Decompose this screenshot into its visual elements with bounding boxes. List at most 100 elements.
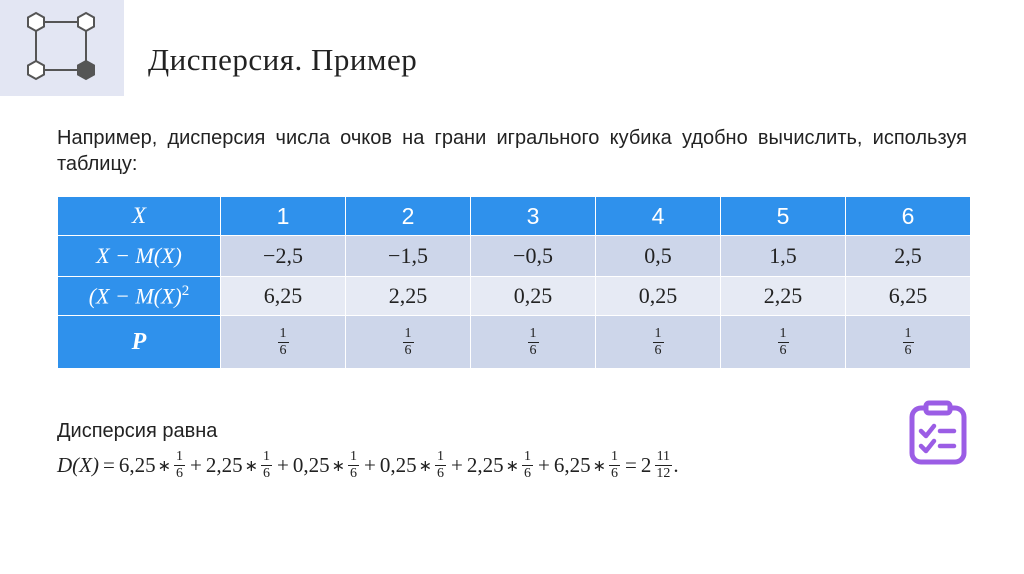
- formula-multiply: ∗: [331, 457, 345, 475]
- formula-term: 2,25: [205, 453, 243, 477]
- fraction-denominator: 6: [654, 342, 662, 358]
- header-cell: 3: [470, 196, 596, 236]
- fraction-denominator: 6: [279, 342, 287, 358]
- hexagon-network-logo-icon: [27, 11, 95, 81]
- formula-multiply: ∗: [505, 457, 519, 475]
- formula-plus: +: [450, 453, 463, 477]
- header-label-x: X: [57, 196, 221, 236]
- formula-plus: +: [189, 453, 202, 477]
- table-cell: 1,5: [720, 235, 846, 277]
- row-label-deviation: X − M(X): [57, 235, 221, 277]
- fraction-denominator: 6: [779, 342, 787, 358]
- formula-multiply: ∗: [157, 457, 171, 475]
- table-cell: 2,5: [845, 235, 971, 277]
- formula-term: 0,25: [379, 453, 417, 477]
- header-cell: 4: [595, 196, 721, 236]
- fraction-denominator: 6: [349, 466, 357, 481]
- fraction-numerator: 1: [277, 325, 289, 343]
- header-cell: 6: [845, 196, 971, 236]
- table-cell: 0,5: [595, 235, 721, 277]
- header-cell: 1: [220, 196, 346, 236]
- fraction-numerator: 1: [521, 449, 533, 466]
- intro-text: Например, дисперсия числа очков на грани…: [57, 127, 967, 175]
- formula-multiply: ∗: [418, 457, 432, 475]
- fraction-denominator: 6: [436, 466, 444, 481]
- formula-equals: =: [624, 453, 637, 477]
- table-cell: 0,25: [595, 276, 721, 316]
- values-table: X 1 2 3 4 5 6 X − M(X) −2,5 −1,5 −0,5 0,…: [57, 196, 971, 369]
- fraction-denominator: 6: [175, 466, 183, 481]
- formula-plus: +: [537, 453, 550, 477]
- row-label-squared-base: (X − M(X): [88, 283, 182, 309]
- table-cell: 2,25: [720, 276, 846, 316]
- table-row-deviation: X − M(X) −2,5 −1,5 −0,5 0,5 1,5 2,5: [57, 235, 971, 277]
- fraction-numerator: 1: [173, 449, 185, 466]
- formula-term: 2,25: [466, 453, 504, 477]
- row-label-squared: (X − M(X)2: [57, 276, 221, 316]
- table-cell: −0,5: [470, 235, 596, 277]
- formula-equals: =: [102, 453, 115, 477]
- fraction-numerator: 1: [527, 325, 539, 343]
- formula-end-mark: .: [673, 453, 679, 477]
- fraction-denominator: 6: [523, 466, 531, 481]
- checklist-icon: [909, 400, 967, 465]
- formula-plus: +: [276, 453, 289, 477]
- fraction-denominator: 6: [529, 342, 537, 358]
- table-cell: 0,25: [470, 276, 596, 316]
- table-cell: 6,25: [220, 276, 346, 316]
- formula-plus: +: [363, 453, 376, 477]
- table-cell: −2,5: [220, 235, 346, 277]
- result-label: Дисперсия равна: [57, 420, 218, 442]
- formula-term: 6,25: [553, 453, 591, 477]
- formula-term: 6,25: [118, 453, 156, 477]
- fraction-denominator: 6: [610, 466, 618, 481]
- answer-whole: 2: [640, 453, 652, 477]
- formula-lhs: D(X): [57, 453, 99, 477]
- table-cell: 6,25: [845, 276, 971, 316]
- formula-multiply: ∗: [592, 457, 606, 475]
- fraction-numerator: 1: [347, 449, 359, 466]
- fraction-numerator: 1: [402, 325, 414, 343]
- fraction-denominator: 6: [904, 342, 912, 358]
- fraction-numerator: 1: [777, 325, 789, 343]
- fraction-numerator: 1: [608, 449, 620, 466]
- answer-denominator: 12: [656, 466, 671, 481]
- fraction-numerator: 1: [902, 325, 914, 343]
- table-row-squared: (X − M(X)2 6,25 2,25 0,25 0,25 2,25 6,25: [57, 276, 971, 316]
- fraction-numerator: 1: [260, 449, 272, 466]
- header-cell: 5: [720, 196, 846, 236]
- fraction-numerator: 1: [652, 325, 664, 343]
- row-label-probability: P: [57, 315, 221, 369]
- table-header-row: X 1 2 3 4 5 6: [57, 196, 971, 236]
- fraction-denominator: 6: [262, 466, 270, 481]
- fraction-denominator: 6: [404, 342, 412, 358]
- answer-numerator: 11: [654, 449, 673, 466]
- table-cell: 2,25: [345, 276, 471, 316]
- answer-fraction: 11 12: [654, 449, 673, 482]
- page-title: Дисперсия. Пример: [148, 42, 418, 77]
- table-cell: −1,5: [345, 235, 471, 277]
- formula-term: 0,25: [292, 453, 330, 477]
- logo-panel: [0, 0, 124, 96]
- fraction-numerator: 1: [434, 449, 446, 466]
